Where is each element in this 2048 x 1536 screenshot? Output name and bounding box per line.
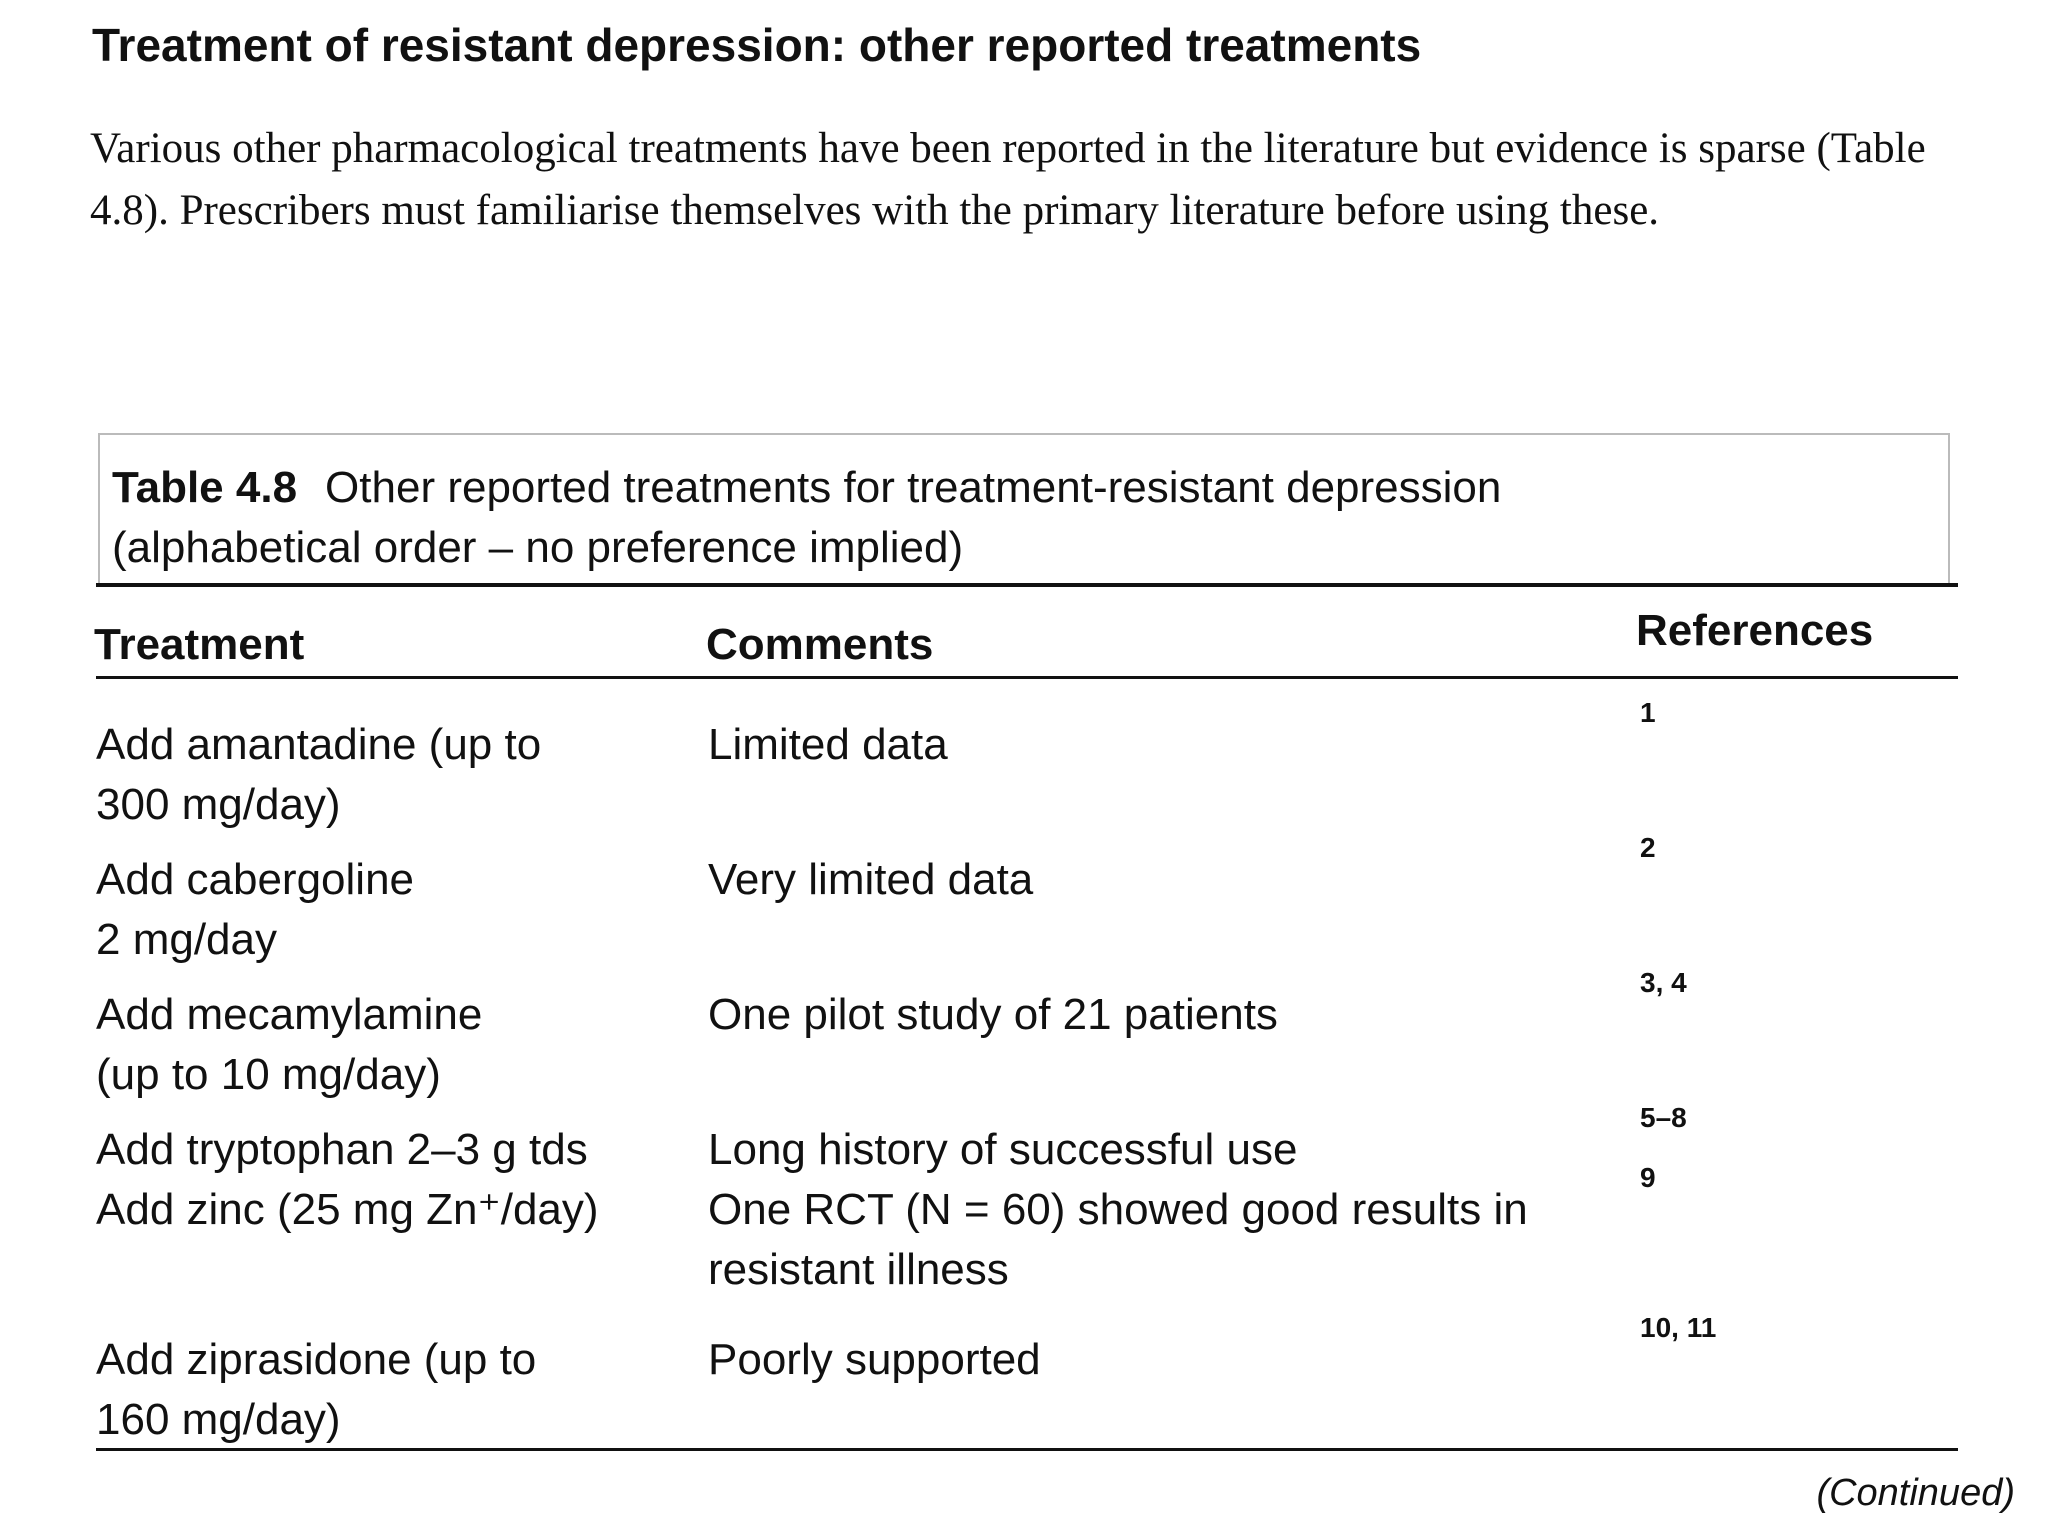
comment-cell: One pilot study of 21 patients bbox=[708, 990, 1278, 1039]
table-top-rule bbox=[96, 583, 1958, 587]
comment-cell: Long history of successful use bbox=[708, 1125, 1298, 1174]
table-bottom-rule bbox=[96, 1448, 1958, 1451]
treatment-cell: Add cabergoline 2 mg/day bbox=[96, 855, 415, 964]
column-header: References bbox=[1636, 606, 1874, 655]
comment-cell: Poorly supported bbox=[708, 1335, 1041, 1384]
reference-cell: 2 bbox=[1640, 832, 1656, 863]
intro-paragraph: Various other pharmacological treatments… bbox=[90, 125, 1926, 234]
comment-cell: One RCT (N = 60) showed good results in … bbox=[708, 1185, 1528, 1294]
comment-cell: Very limited data bbox=[708, 855, 1034, 904]
table-label: Table 4.8 bbox=[112, 463, 298, 512]
reference-cell: 10, 11 bbox=[1640, 1312, 1717, 1343]
reference-cell: 1 bbox=[1640, 697, 1656, 728]
treatment-cell: Add ziprasidone (up to 160 mg/day) bbox=[96, 1335, 537, 1444]
column-header: Treatment bbox=[94, 620, 305, 669]
table-caption: Table 4.8 Other reported treatments for t… bbox=[112, 458, 1501, 578]
treatment-cell: Add zinc (25 mg Zn⁺/day) bbox=[96, 1185, 599, 1234]
comment-cell: Limited data bbox=[708, 720, 948, 769]
treatment-cell: Add amantadine (up to 300 mg/day) bbox=[96, 720, 542, 829]
continued-note: (Continued) bbox=[1816, 1472, 2015, 1514]
treatment-cell: Add tryptophan 2–3 g tds bbox=[96, 1125, 588, 1174]
caption-box bbox=[98, 433, 1950, 583]
reference-cell: 9 bbox=[1640, 1162, 1656, 1193]
reference-cell: 3, 4 bbox=[1640, 967, 1687, 998]
treatment-cell: Add mecamylamine (up to 10 mg/day) bbox=[96, 990, 483, 1099]
table-title: Other reported treatments for treatment-… bbox=[112, 463, 1502, 572]
heading: Treatment of resistant depression: other… bbox=[92, 19, 1422, 71]
column-header: Comments bbox=[706, 620, 934, 669]
reference-cell: 5–8 bbox=[1640, 1102, 1687, 1133]
header-rule bbox=[96, 676, 1958, 679]
